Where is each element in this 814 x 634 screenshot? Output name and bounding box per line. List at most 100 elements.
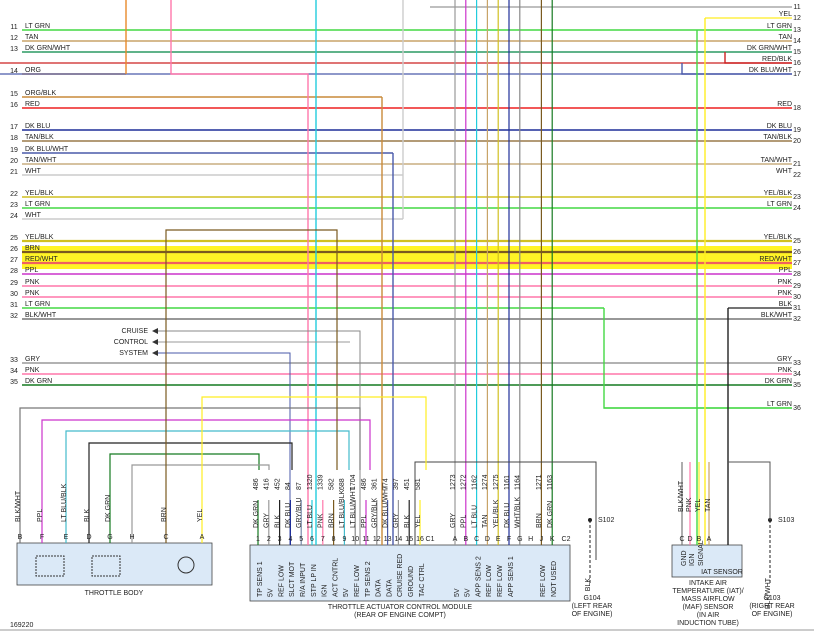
pin-function: TP SENS 2 — [365, 561, 372, 597]
wire-label: DK GRN — [25, 378, 52, 385]
wire-number: 31 — [10, 302, 18, 309]
ground-location: (RIGHT REAR — [749, 603, 794, 610]
sensor-caption: MASS AIRFLOW — [681, 596, 735, 603]
pin-function: 5V — [268, 588, 275, 597]
pin-function: REF LOW — [497, 565, 504, 597]
wire-number: 32 — [10, 313, 18, 320]
pin-function: SLCT MOT — [289, 561, 296, 597]
arrow — [152, 328, 158, 334]
pin-function: IGN — [689, 554, 696, 566]
wire — [603, 308, 792, 409]
pin-number: D — [485, 536, 490, 543]
wire-label: LT GRN — [767, 201, 792, 208]
module-location: (REAR OF ENGINE COMPT) — [354, 612, 446, 619]
wire-label: WHT — [776, 168, 793, 175]
wire-label: PNK — [778, 367, 793, 374]
pin-function: 5V — [465, 588, 472, 597]
pin-function: SIGNAL — [698, 540, 705, 566]
pin-function: TP SENS 1 — [257, 561, 264, 597]
sensor-caption: INDUCTION TUBE) — [677, 620, 739, 627]
pin-wire: LT BLU — [307, 505, 314, 528]
wire-label: PNK — [778, 290, 793, 297]
pin-number: K — [550, 536, 555, 543]
pin-wire: WHT/BLK — [515, 497, 522, 528]
wire-number: 19 — [793, 127, 801, 134]
pin-circuit: 1274 — [482, 474, 489, 490]
pin-number: 4 — [288, 536, 292, 543]
wire-number: 32 — [793, 316, 801, 323]
pin-circuit: 582 — [328, 478, 335, 490]
iat-sensor-box — [671, 544, 743, 578]
wire-label: DK GRN/WHT — [25, 45, 71, 52]
wire-label: DK GRN/WHT — [747, 45, 793, 52]
wire-number: 19 — [10, 147, 18, 154]
pin-wire: BRN — [161, 507, 168, 522]
pin-number: 12 — [373, 536, 381, 543]
wire-label: RED/BLK — [762, 56, 792, 63]
wire-label: YEL/BLK — [25, 190, 54, 197]
highlight-band — [22, 246, 792, 269]
wire-label: ORG — [25, 67, 41, 74]
pin-function: IGN — [322, 585, 329, 597]
pin-number: 8 — [332, 536, 336, 543]
wire-number: 33 — [793, 360, 801, 367]
pin-number: 14 — [395, 536, 403, 543]
wire-number: 12 — [10, 35, 18, 42]
pin-function: ACT CNTRL — [332, 558, 339, 597]
wire-label: RED — [25, 101, 40, 108]
sensor-symbol — [35, 555, 65, 577]
pin-circuit: 1339 — [318, 474, 325, 490]
wire-label: WHT — [25, 168, 42, 175]
pin-number: 9 — [342, 536, 346, 543]
pin-function: GROUND — [408, 566, 415, 597]
wire — [165, 229, 338, 543]
wire-label: DK BLU — [767, 123, 792, 130]
wire-label: TAN/BLK — [763, 134, 792, 141]
pin-wire: YEL — [415, 515, 422, 528]
wire-number: 23 — [10, 202, 18, 209]
wire-number: 20 — [10, 158, 18, 165]
pin-number: 1 — [256, 536, 260, 543]
wire-label: DK GRN — [765, 378, 792, 385]
wire — [19, 407, 361, 543]
pin-wire: BLK/WHT — [678, 480, 685, 512]
wire-number: 16 — [793, 60, 801, 67]
pin-wire: LT BLU/BLK — [339, 489, 346, 528]
pin-wire: YEL — [197, 509, 204, 522]
pin-function: DATA — [386, 579, 393, 597]
pin-letter: D — [86, 534, 91, 541]
pin-function: NOT USED — [551, 561, 558, 597]
pin-number: B — [463, 536, 468, 543]
tac-module-box — [249, 544, 571, 602]
pin-circuit: 486 — [253, 478, 260, 490]
wire-number: 30 — [10, 291, 18, 298]
pin-function: CRUISE RED — [397, 554, 404, 597]
pin-function: TAC CTRL — [419, 563, 426, 597]
pin-wire: PPL — [361, 515, 368, 528]
pin-wire: DK GRN — [105, 495, 112, 522]
wire-label: LT GRN — [767, 401, 792, 408]
wire-label: TAN/BLK — [25, 134, 54, 141]
pin-circuit: 1275 — [493, 474, 500, 490]
wire-label: TAN — [25, 34, 38, 41]
splice-label: S103 — [778, 517, 794, 524]
wire-number: 24 — [793, 205, 801, 212]
pin-wire: TAN — [705, 499, 712, 512]
pin-circuit: 1162 — [471, 475, 478, 490]
sensor-caption: (MAF) SENSOR — [683, 604, 734, 611]
wire-label: LT GRN — [25, 23, 50, 30]
wire-number: 26 — [793, 249, 801, 256]
cruise-label: SYSTEM — [119, 350, 148, 357]
pin-function: GND — [681, 550, 688, 566]
wire-label: PNK — [778, 279, 793, 286]
wire-label: YEL/BLK — [25, 234, 54, 241]
pin-letter: B — [18, 534, 23, 541]
pin-circuit: 486 — [361, 478, 368, 490]
wire — [65, 430, 350, 543]
pin-circuit: 581 — [415, 478, 422, 490]
wire-label: BLK/WHT — [25, 312, 57, 319]
wire-label: TAN/WHT — [25, 157, 57, 164]
wire-number: 14 — [793, 38, 801, 45]
pin-number: G — [517, 536, 522, 543]
wire-number: 22 — [10, 191, 18, 198]
